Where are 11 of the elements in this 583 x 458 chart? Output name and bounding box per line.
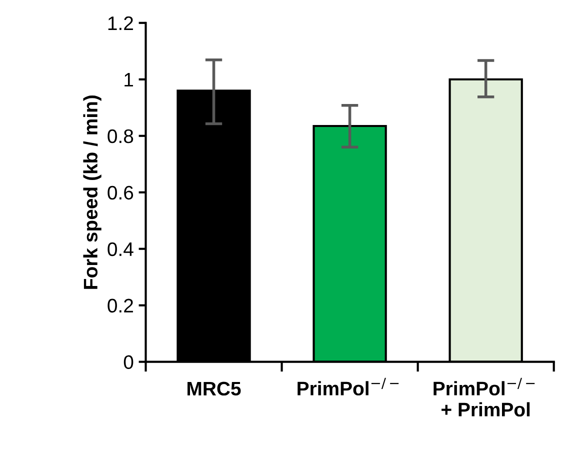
y-tick-label: 1.2 [108,16,133,30]
y-tick-label: 0.6 [108,186,134,200]
y-tick-label: 0.8 [108,129,134,144]
x-tick-label: PrimPol$^{−/−}$ + PrimPol [434,378,535,416]
y-axis-title: Fork speed (kb / min) [83,96,102,289]
y-tick-label: 0 [124,355,134,370]
y-tick-label: 1 [124,73,133,86]
y-tick-label: 0.4 [108,242,134,256]
x-tick-label: MRC5 [188,382,241,396]
y-tick-label: 0.2 [108,298,133,313]
x-tick-label: PrimPol$^{−/−}$ [298,378,399,396]
